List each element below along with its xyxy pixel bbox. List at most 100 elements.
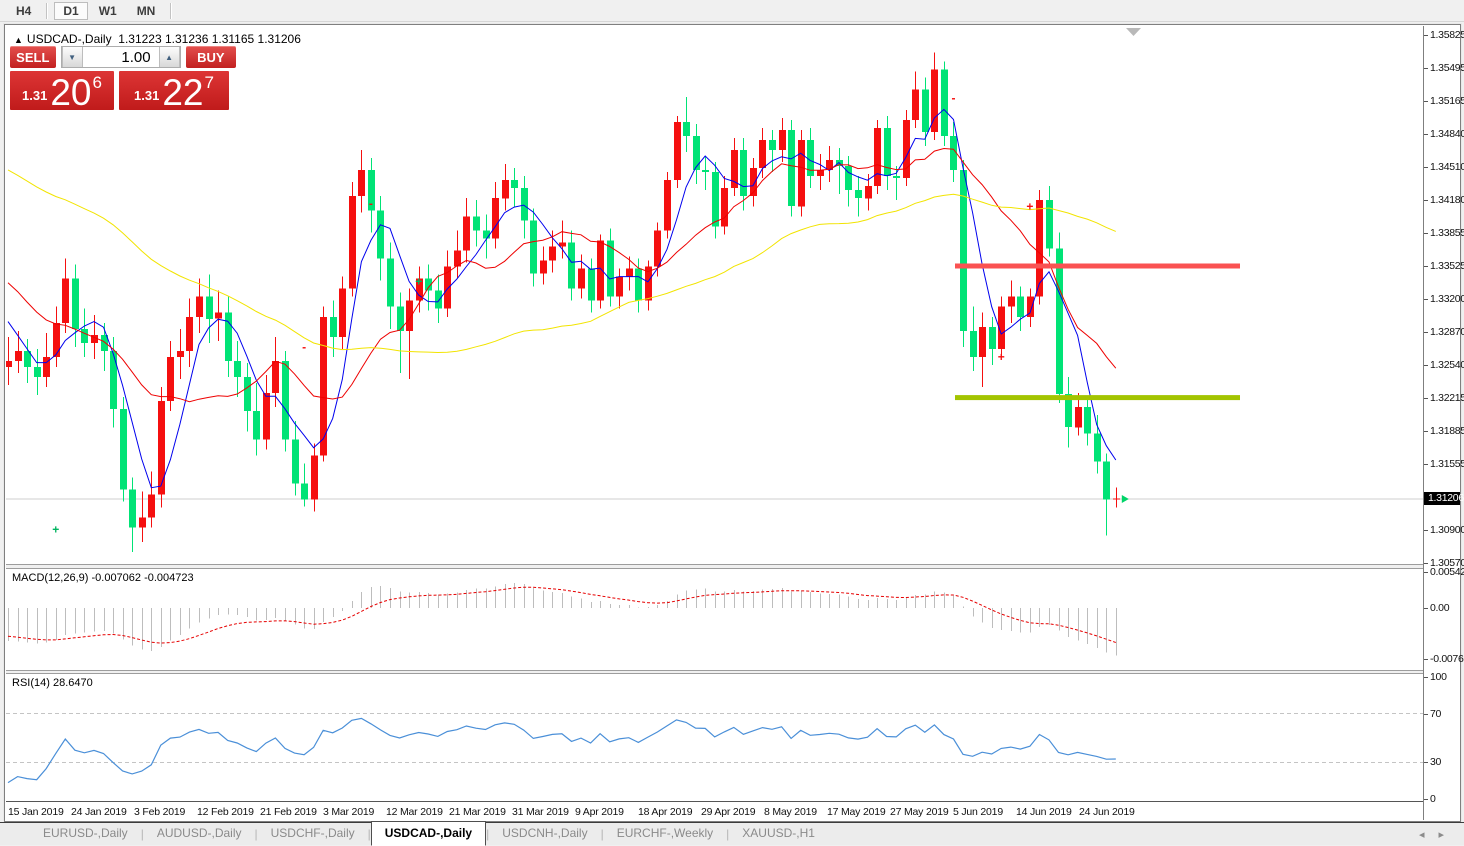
trade-marker-icon: - [952, 91, 956, 105]
tab-separator: | [367, 827, 371, 841]
price-tick: 1.33525 [1424, 260, 1464, 272]
date-label: 31 Mar 2019 [512, 806, 569, 818]
price-tick: 1.32540 [1424, 359, 1464, 371]
rsi-value: 28.6470 [52, 677, 93, 689]
buy-price-box[interactable]: 1.31 22 7 [119, 71, 229, 113]
date-label: 17 May 2019 [827, 806, 886, 818]
volume-decrease-button[interactable]: ▼ [61, 47, 83, 67]
macd-values: -0.007062 -0.004723 [91, 572, 194, 584]
chart-tab-bar: ◂▸ EURUSD-,Daily | AUDUSD-,Daily | USDCHF-,D… [0, 820, 1464, 846]
date-label: 21 Mar 2019 [449, 806, 506, 818]
buy-button[interactable]: BUY [185, 46, 236, 68]
tab-eurchf-weekly[interactable]: EURCHF-,Weekly [616, 826, 714, 840]
rsi-scale-tick: 100 [1424, 671, 1447, 683]
buy-price-big: 22 [162, 72, 204, 113]
price-tick: 1.34510 [1424, 161, 1464, 173]
tab-separator: | [726, 827, 730, 841]
timeframe-button-w1[interactable]: W1 [90, 2, 126, 20]
sell-price-prefix: 1.31 [22, 88, 48, 103]
date-label: 9 Apr 2019 [575, 806, 624, 818]
toolbar-separator [170, 2, 173, 19]
price-tick: 1.30900 [1424, 524, 1464, 536]
price-tick: 1.35825 [1424, 29, 1464, 41]
tab-scroll-left-icon[interactable]: ◂ [1418, 829, 1439, 841]
tab-xauusd-h1[interactable]: XAUUSD-,H1 [742, 826, 815, 840]
panel-splitter[interactable] [6, 564, 1423, 569]
tab-separator: | [600, 827, 604, 841]
macd-panel: MACD(12,26,9) -0.007062 -0.004723 [6, 569, 1423, 670]
panel-splitter[interactable] [6, 670, 1423, 674]
timeframe-toolbar: H4 D1 W1 MN [0, 0, 1464, 22]
date-label: 12 Feb 2019 [197, 806, 254, 818]
price-tick: 1.34180 [1424, 194, 1464, 206]
trade-marker-icon: + [52, 523, 59, 537]
date-label: 24 Jun 2019 [1079, 806, 1135, 818]
chart-shift-icon [1126, 28, 1141, 36]
chart-title: ▲ USDCAD-,Daily 1.31223 1.31236 1.31165 1… [14, 32, 301, 46]
price-scale[interactable]: 1.35825 1.35495 1.35165 1.34840 1.34510 1.341… [1423, 26, 1464, 820]
tab-separator: | [254, 827, 258, 841]
sell-price-big: 20 [50, 72, 92, 113]
macd-plot [7, 582, 1117, 656]
rsi-scale-tick: 70 [1424, 708, 1441, 720]
rsi-scale-tick: 0 [1424, 793, 1436, 805]
trade-marker-icon: + [1026, 199, 1033, 213]
horizontal-line [955, 263, 1240, 269]
timeframe-button-h4[interactable]: H4 [7, 2, 40, 20]
tab-usdcnh-daily[interactable]: USDCNH-,Daily [502, 826, 588, 840]
trade-marker-icon: - [369, 196, 373, 210]
volume-input[interactable] [82, 47, 159, 67]
last-price-arrow-icon [1121, 495, 1129, 503]
buy-price-sup: 7 [204, 73, 214, 92]
tab-eurusd-daily[interactable]: EURUSD-,Daily [43, 826, 128, 840]
price-tick: 1.34840 [1424, 128, 1464, 140]
trade-marker-icon: + [998, 350, 1005, 364]
tab-usdcad-daily[interactable]: USDCAD-,Daily [370, 820, 487, 846]
horizontal-line [955, 395, 1240, 401]
chart-window: + - - + - + + ▲ USDCAD-,Daily 1.31223 1.31236 1… [4, 24, 1464, 822]
time-scale[interactable]: 15 Jan 2019 24 Jan 2019 3 Feb 2019 12 Feb 2… [6, 801, 1423, 821]
volume-increase-button[interactable]: ▲ [158, 47, 180, 67]
price-tick: 1.30570 [1424, 557, 1464, 569]
volume-stepper: ▼ ▲ [60, 46, 181, 68]
price-tick: 1.33200 [1424, 293, 1464, 305]
macd-label: MACD(12,26,9) -0.007062 -0.004723 [12, 572, 194, 584]
macd-scale-tick: 0.005421 [1424, 566, 1464, 578]
price-tick: 1.31885 [1424, 425, 1464, 437]
timeframe-button-mn[interactable]: MN [128, 2, 165, 20]
date-label: 12 Mar 2019 [386, 806, 443, 818]
sell-price-sup: 6 [92, 73, 102, 92]
date-label: 29 Apr 2019 [701, 806, 756, 818]
buy-price-prefix: 1.31 [134, 88, 160, 103]
price-tick: 1.32870 [1424, 326, 1464, 338]
tab-scroll-arrows: ◂▸ [1419, 828, 1458, 841]
tab-scroll-right-icon[interactable]: ▸ [1438, 829, 1458, 841]
sell-price-box[interactable]: 1.31 20 6 [10, 71, 114, 113]
sell-button[interactable]: SELL [10, 46, 56, 68]
tab-usdchf-daily[interactable]: USDCHF-,Daily [270, 826, 355, 840]
rsi-scale-tick: 30 [1424, 756, 1441, 768]
price-tick: 1.33855 [1424, 227, 1464, 239]
trade-marker-icon: - [302, 340, 306, 354]
date-label: 5 Jun 2019 [953, 806, 1003, 818]
toolbar-separator [46, 2, 49, 19]
date-label: 8 May 2019 [764, 806, 817, 818]
rsi-plot [6, 713, 1423, 784]
tab-separator: | [486, 827, 490, 841]
date-label: 24 Jan 2019 [71, 806, 127, 818]
main-chart: + - - + - + + ▲ USDCAD-,Daily 1.31223 1.31236 1… [6, 26, 1423, 564]
candlestick-plot: + - - + - + + [6, 28, 1423, 552]
tab-audusd-daily[interactable]: AUDUSD-,Daily [156, 826, 242, 840]
date-label: 21 Feb 2019 [260, 806, 317, 818]
chart-ohlc-values: 1.31223 1.31236 1.31165 1.31206 [118, 32, 301, 46]
date-label: 18 Apr 2019 [638, 806, 693, 818]
chart-symbol-label: USDCAD-,Daily [26, 32, 112, 46]
date-label: 15 Jan 2019 [8, 806, 64, 818]
timeframe-button-d1[interactable]: D1 [54, 1, 88, 20]
chart-collapse-icon[interactable]: ▲ [14, 35, 23, 45]
macd-scale-tick: -0.007656 [1424, 653, 1464, 665]
macd-scale-tick: 0.00 [1424, 602, 1450, 614]
current-price-badge: 1.31206 [1424, 492, 1464, 505]
tab-separator: | [140, 827, 144, 841]
